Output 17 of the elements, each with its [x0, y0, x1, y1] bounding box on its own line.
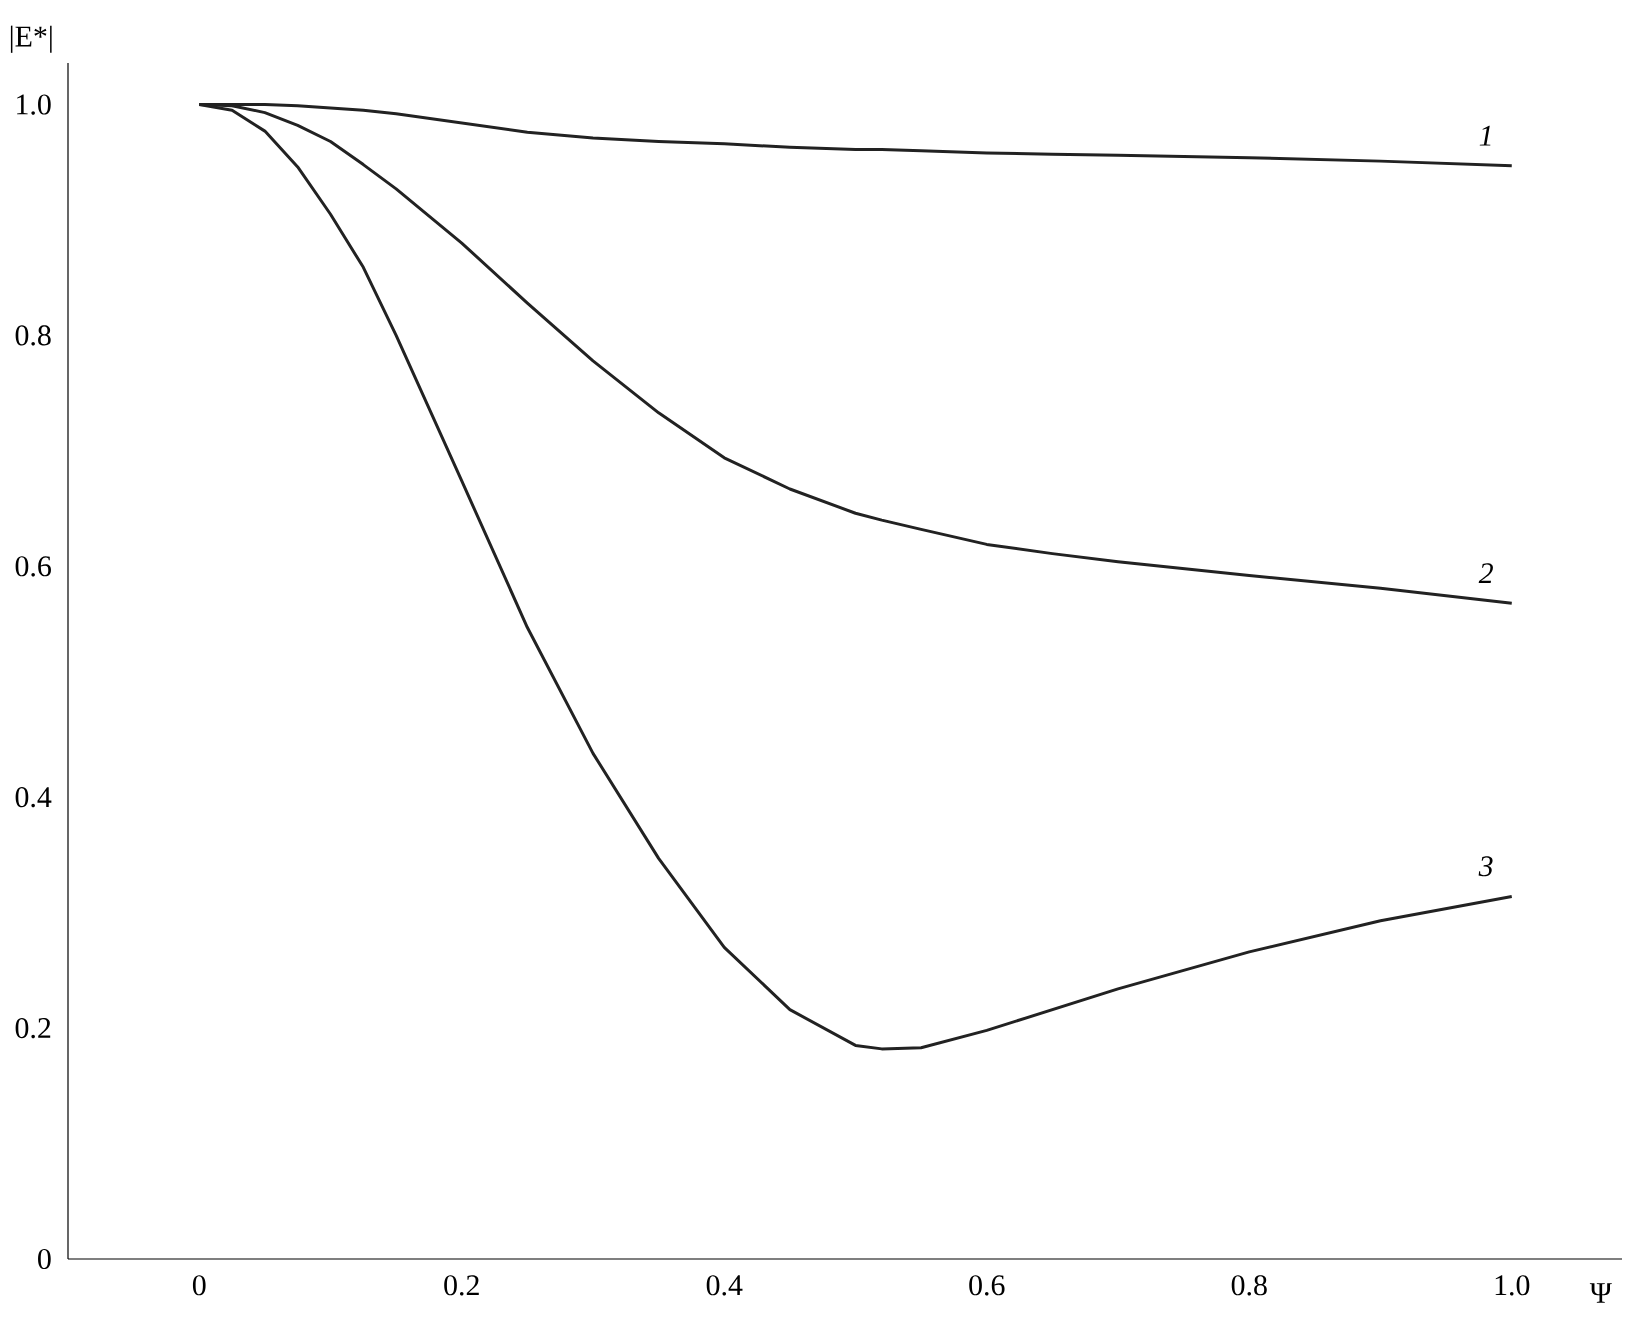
x-tick-label: 0.8: [1231, 1275, 1267, 1296]
x-tick-label: 0: [192, 1275, 206, 1296]
x-tick-label: 1.0: [1495, 1275, 1530, 1296]
y-tick-label: 0.2: [15, 1017, 51, 1039]
y-tick-label: 1.0: [17, 94, 51, 115]
x-tick-label: 0.2: [444, 1275, 479, 1296]
y-tick-label: 0: [38, 1248, 51, 1270]
y-axis-title: |E*|: [10, 25, 52, 53]
x-axis-title: Ψ: [1589, 1283, 1612, 1303]
x-tick-label: 0.4: [706, 1275, 743, 1296]
x-tick-label: 0.6: [969, 1275, 1005, 1296]
y-tick-label: 0.8: [15, 325, 51, 346]
y-tick-label: 0.6: [15, 556, 51, 577]
series-label: 1: [1479, 125, 1491, 146]
series-label: 2: [1478, 563, 1493, 584]
y-tick-label: 0.4: [15, 787, 52, 808]
series-label: 3: [1478, 856, 1493, 877]
